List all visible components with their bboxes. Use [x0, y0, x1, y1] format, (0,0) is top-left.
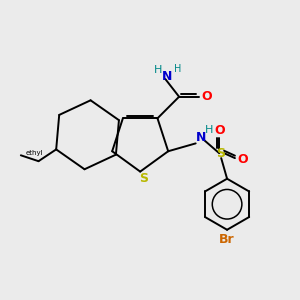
Text: N: N: [162, 70, 172, 83]
Text: O: O: [214, 124, 224, 137]
Text: Br: Br: [219, 233, 235, 246]
Text: O: O: [201, 90, 212, 103]
Text: H: H: [205, 125, 214, 135]
Text: H: H: [174, 64, 182, 74]
Text: S: S: [140, 172, 148, 185]
Text: S: S: [216, 147, 225, 160]
Text: H: H: [154, 65, 163, 75]
Text: ethyl: ethyl: [26, 150, 44, 156]
Text: N: N: [195, 131, 206, 144]
Text: O: O: [238, 153, 248, 166]
